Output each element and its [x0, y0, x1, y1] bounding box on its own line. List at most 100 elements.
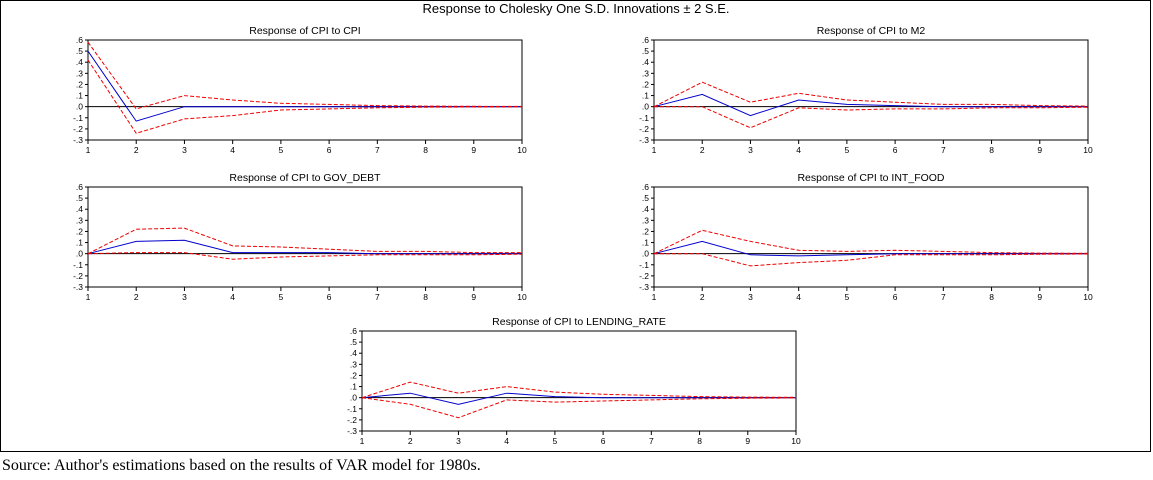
y-tick-label: .2 [76, 79, 83, 89]
x-tick-label: 6 [893, 292, 898, 302]
x-tick-label: 7 [375, 145, 380, 155]
lower-point [410, 404, 411, 405]
y-tick-label: -.2 [639, 124, 649, 134]
lower-point [702, 106, 703, 107]
x-tick-label: 9 [745, 436, 750, 446]
lower-point [991, 107, 992, 108]
y-tick-label: -.3 [639, 282, 649, 292]
x-tick-label: 3 [182, 292, 187, 302]
response-point [232, 252, 233, 253]
upper-point [410, 382, 411, 383]
response-point [798, 99, 799, 100]
y-tick-label: .5 [76, 46, 83, 56]
x-tick-label: 10 [791, 436, 801, 446]
upper-point [377, 105, 378, 106]
y-tick-label: .6 [76, 182, 83, 192]
response-point [991, 253, 992, 254]
upper-point [232, 99, 233, 100]
upper-point [521, 252, 522, 253]
lower-point [425, 254, 426, 255]
upper-point [184, 95, 185, 96]
x-tick-label: 9 [1037, 292, 1042, 302]
upper-point [750, 102, 751, 103]
panel-title: Response of CPI to CPI [249, 25, 360, 37]
upper-band-line [361, 381, 797, 399]
y-tick-label: -.1 [73, 260, 83, 270]
y-tick-label: .1 [350, 382, 357, 392]
response-point [943, 106, 944, 107]
y-tick-label: .4 [76, 57, 83, 67]
x-tick-label: 10 [1083, 292, 1093, 302]
upper-point [702, 230, 703, 231]
lower-point [506, 399, 507, 400]
irf-panel-1: Response of CPI to CPI.6.5.4.3.2.1.0-.1-… [73, 25, 527, 155]
upper-band-line [87, 41, 523, 110]
x-tick-label: 6 [327, 292, 332, 302]
lower-band-line [361, 397, 797, 419]
response-point [991, 106, 992, 107]
response-line [361, 392, 796, 405]
lower-point [991, 254, 992, 255]
lower-point [521, 106, 522, 107]
response-point [473, 253, 474, 254]
upper-point [1087, 106, 1088, 107]
response-point [425, 253, 426, 254]
x-tick-label: 4 [230, 145, 235, 155]
plot-frame [653, 39, 1089, 141]
irf-panel-3: Response of CPI to GOV_DEBT .6.5.4.3.2 .1.… [73, 172, 527, 302]
y-tick-label: .6 [642, 182, 649, 192]
upper-point [425, 106, 426, 107]
upper-point [136, 108, 137, 109]
x-tick-label: 2 [408, 436, 413, 446]
x-tick-label: 8 [423, 292, 428, 302]
lower-band-line [87, 59, 523, 134]
x-tick-label: 9 [1037, 145, 1042, 155]
lower-point [895, 108, 896, 109]
response-point [506, 393, 507, 394]
x-tick-label: 4 [230, 292, 235, 302]
x-tick-label: 1 [86, 292, 91, 302]
response-point [554, 396, 555, 397]
y-tick-label: .2 [642, 79, 649, 89]
lower-point [943, 254, 944, 255]
plot-frame [653, 186, 1089, 288]
x-tick-label: 5 [553, 436, 558, 446]
x-tick-label: 7 [941, 292, 946, 302]
upper-point [991, 104, 992, 105]
lower-point [699, 398, 700, 399]
y-tick-label: .0 [642, 249, 649, 259]
lower-point [377, 107, 378, 108]
lower-point [651, 399, 652, 400]
x-tick-label: 9 [471, 145, 476, 155]
response-point [798, 255, 799, 256]
x-tick-label: 6 [601, 436, 606, 446]
lower-point [798, 262, 799, 263]
y-tick-label: .6 [642, 35, 649, 45]
irf-panel-5: Response of CPI to LENDING_RATE .6.5.4.3.… [347, 316, 801, 446]
x-tick-label: 3 [182, 145, 187, 155]
x-tick-label: 1 [360, 436, 365, 446]
response-point [750, 115, 751, 116]
y-tick-label: -.2 [73, 271, 83, 281]
lower-point [87, 253, 88, 254]
lower-point [184, 252, 185, 253]
lower-point [87, 59, 88, 60]
upper-point [136, 229, 137, 230]
upper-point [699, 396, 700, 397]
y-tick-label: .3 [642, 68, 649, 78]
y-tick-label: .5 [350, 337, 357, 347]
upper-band-line [653, 229, 1089, 255]
x-tick-label: 3 [748, 292, 753, 302]
upper-point [747, 397, 748, 398]
upper-point [329, 104, 330, 105]
y-tick-label: .0 [76, 102, 83, 112]
y-tick-label: -.3 [347, 426, 357, 436]
y-tick-label: .3 [642, 215, 649, 225]
upper-band-line [87, 227, 522, 255]
upper-point [377, 251, 378, 252]
figure-title: Response to Cholesky One S.D. Innovation… [422, 1, 729, 16]
response-point [1039, 106, 1040, 107]
upper-point [846, 251, 847, 252]
x-tick-label: 10 [517, 145, 527, 155]
response-point [846, 254, 847, 255]
